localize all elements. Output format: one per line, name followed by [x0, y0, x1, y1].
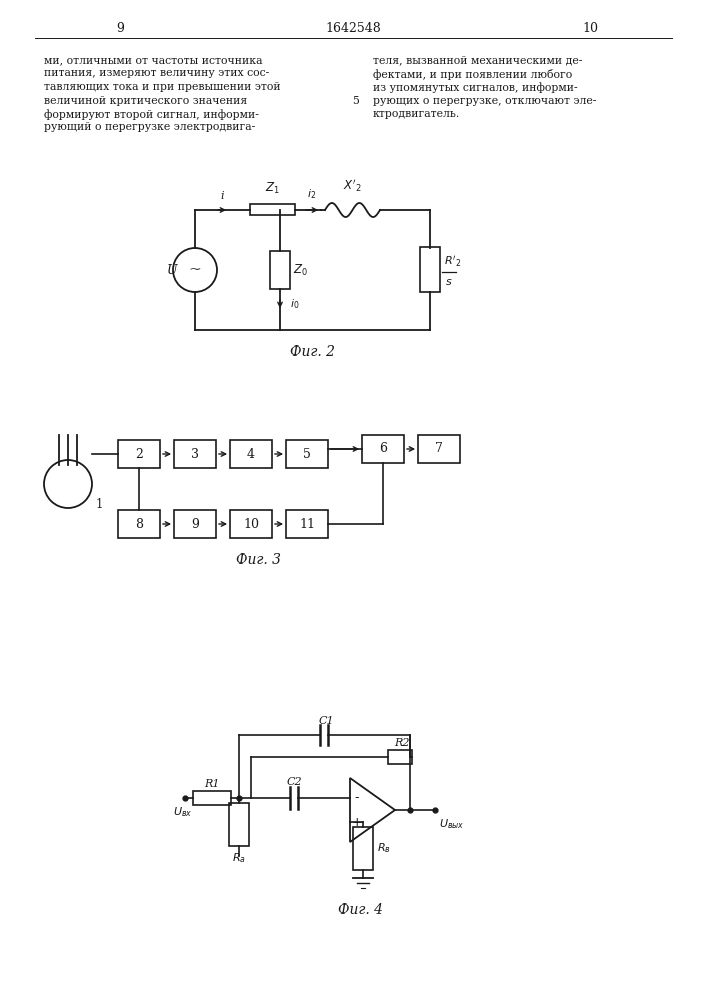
Text: рующих о перегрузке, отключают эле-: рующих о перегрузке, отключают эле-: [373, 96, 597, 105]
Bar: [118, 510, 160, 538]
Text: формируют второй сигнал, информи-: формируют второй сигнал, информи-: [44, 109, 259, 120]
Text: $U_{вх}$: $U_{вх}$: [173, 805, 193, 819]
Bar: [174, 440, 216, 468]
Bar: [229, 803, 249, 846]
Text: C1: C1: [318, 716, 334, 726]
Bar: [230, 440, 272, 468]
Text: +: +: [351, 816, 362, 828]
Text: ми, отличными от частоты источника: ми, отличными от частоты источника: [44, 55, 262, 65]
Text: 2: 2: [135, 448, 143, 460]
Bar: [118, 440, 160, 468]
Bar: [174, 510, 216, 538]
Text: теля, вызванной механическими де-: теля, вызванной механическими де-: [373, 55, 583, 65]
Bar: [418, 435, 460, 463]
Text: 5: 5: [353, 96, 359, 105]
Text: $X'_2$: $X'_2$: [343, 177, 361, 194]
Text: 8: 8: [135, 518, 143, 530]
Text: 5: 5: [303, 448, 311, 460]
Text: $Z_0$: $Z_0$: [293, 262, 308, 278]
Text: Фиг. 3: Фиг. 3: [237, 553, 281, 567]
Text: $s$: $s$: [445, 277, 452, 287]
Text: $R'_2$: $R'_2$: [444, 255, 461, 269]
Bar: [193, 791, 231, 805]
Text: 10: 10: [243, 518, 259, 530]
Text: $U_{вых}$: $U_{вых}$: [439, 817, 464, 831]
Text: ~: ~: [189, 263, 201, 277]
Text: величиной критического значения: величиной критического значения: [44, 96, 247, 105]
Text: R1: R1: [204, 779, 220, 789]
Bar: [388, 750, 412, 764]
Text: питания, измеряют величину этих сос-: питания, измеряют величину этих сос-: [44, 68, 269, 79]
Text: 3: 3: [191, 448, 199, 460]
Bar: [230, 510, 272, 538]
Text: 10: 10: [582, 21, 598, 34]
Text: 4: 4: [247, 448, 255, 460]
Bar: [362, 435, 404, 463]
Bar: [286, 510, 328, 538]
Bar: [420, 247, 440, 292]
Bar: [270, 251, 290, 289]
Text: рующий о перегрузке электродвига-: рующий о перегрузке электродвига-: [44, 122, 255, 132]
Bar: [286, 440, 328, 468]
Text: $R_a$: $R_a$: [232, 851, 246, 865]
Text: $i_2$: $i_2$: [308, 187, 317, 201]
Text: из упомянутых сигналов, информи-: из упомянутых сигналов, информи-: [373, 82, 578, 93]
Text: U: U: [167, 263, 177, 276]
Text: 1642548: 1642548: [325, 21, 381, 34]
Text: Фиг. 4: Фиг. 4: [337, 903, 382, 917]
Text: 9: 9: [116, 21, 124, 34]
Text: $Z_1$: $Z_1$: [264, 181, 279, 196]
Text: C2: C2: [286, 777, 302, 787]
Text: тавляющих тока и при превышении этой: тавляющих тока и при превышении этой: [44, 82, 281, 92]
Text: i: i: [221, 191, 223, 201]
Text: фектами, и при появлении любого: фектами, и при появлении любого: [373, 68, 572, 80]
Text: 9: 9: [191, 518, 199, 530]
Text: 11: 11: [299, 518, 315, 530]
Text: Фиг. 2: Фиг. 2: [289, 345, 334, 359]
Text: $i_0$: $i_0$: [290, 297, 300, 311]
Text: ктродвигатель.: ктродвигатель.: [373, 109, 460, 119]
Text: -: -: [355, 792, 359, 804]
Bar: [250, 204, 295, 215]
Text: 6: 6: [379, 442, 387, 456]
Bar: [353, 827, 373, 870]
Text: R2: R2: [395, 738, 410, 748]
Text: $R_в$: $R_в$: [377, 841, 391, 855]
Text: 1: 1: [96, 497, 103, 510]
Text: 7: 7: [435, 442, 443, 456]
